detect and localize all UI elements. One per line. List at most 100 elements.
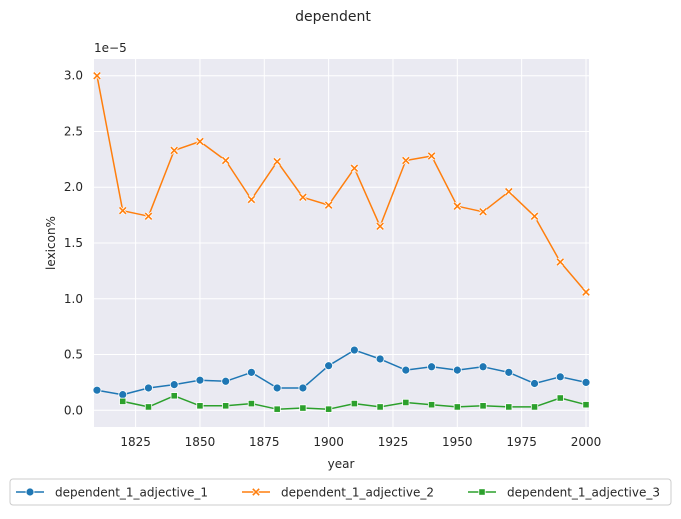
x-tick-label: 1850	[185, 435, 216, 449]
data-point	[401, 156, 411, 165]
marker-x-stroke	[93, 71, 101, 80]
x-tick-label: 1975	[506, 435, 537, 449]
y-tick-label: 3.0	[64, 69, 83, 83]
data-point	[479, 402, 487, 410]
data-point	[92, 71, 102, 81]
data-point	[555, 372, 565, 382]
x-tick-label: 1875	[249, 435, 280, 449]
data-point	[427, 151, 436, 161]
series-3	[119, 392, 590, 413]
data-point	[92, 385, 102, 395]
x-tick-label: 2000	[571, 435, 602, 449]
data-point	[144, 383, 153, 393]
data-point	[530, 211, 539, 221]
x-tick-label: 1900	[313, 435, 344, 449]
marker-x-stroke	[299, 193, 307, 202]
marker-x-stroke	[453, 202, 462, 210]
data-point	[530, 403, 539, 411]
y-tick-label: 0.0	[64, 403, 83, 417]
marker-x-stroke	[144, 212, 153, 221]
data-point	[350, 163, 359, 173]
data-point	[530, 379, 539, 388]
data-point	[118, 390, 128, 400]
data-point	[452, 201, 462, 211]
legend-item-1: dependent_1_adjective_1	[16, 486, 208, 500]
data-point	[196, 402, 204, 410]
chart-title: dependent	[295, 9, 371, 25]
data-point	[375, 221, 385, 231]
data-point	[247, 367, 256, 377]
data-point	[478, 207, 488, 217]
data-point	[349, 345, 359, 355]
series-2	[92, 71, 591, 297]
data-point	[247, 195, 256, 204]
marker-x-stroke	[118, 206, 127, 215]
series-1	[92, 345, 591, 400]
data-point	[452, 365, 462, 375]
marker-x-stroke	[505, 187, 513, 196]
data-point	[427, 362, 436, 372]
legend-marker	[25, 487, 35, 497]
data-point	[272, 383, 282, 393]
data-point	[144, 211, 153, 221]
data-point	[272, 157, 282, 166]
data-point	[350, 399, 358, 408]
data-point	[169, 380, 179, 390]
legend-marker	[478, 488, 486, 496]
marker-x-stroke	[530, 212, 539, 221]
marker-x-stroke	[376, 222, 384, 231]
data-point	[581, 287, 591, 297]
y-tick-label: 1.0	[64, 292, 83, 306]
legend-label: dependent_1_adjective_3	[507, 486, 660, 500]
data-point	[505, 403, 513, 411]
data-point	[427, 401, 436, 409]
data-point	[504, 187, 514, 197]
data-point	[299, 404, 307, 412]
marker-x-stroke	[170, 146, 178, 155]
data-point	[170, 392, 178, 400]
data-point	[247, 399, 256, 408]
legend-item-3: dependent_1_adjective_3	[468, 486, 660, 500]
data-point	[453, 403, 461, 411]
x-tick-label: 1950	[442, 435, 473, 449]
data-point	[504, 367, 514, 377]
marker-x-stroke	[273, 157, 281, 166]
data-point	[375, 354, 385, 364]
data-point	[324, 200, 333, 210]
data-point	[169, 146, 179, 155]
data-point	[325, 405, 333, 413]
marker-x-stroke	[556, 258, 565, 266]
y-axis-scale-label: 1e−5	[94, 41, 127, 55]
marker-x-stroke	[350, 164, 359, 173]
x-tick-label: 1925	[378, 435, 409, 449]
data-point	[376, 403, 384, 411]
data-point	[401, 365, 411, 375]
data-point	[118, 206, 128, 215]
data-point	[119, 397, 127, 405]
data-point	[221, 376, 231, 386]
marker-x-stroke	[252, 488, 260, 496]
grid	[94, 59, 589, 427]
series-layer	[92, 71, 591, 413]
y-tick-label: 2.5	[64, 124, 83, 138]
data-point	[402, 398, 410, 407]
x-axis-label: year	[328, 457, 355, 471]
data-point	[555, 257, 565, 267]
marker-x-stroke	[247, 195, 256, 204]
data-point	[581, 377, 591, 387]
data-point	[582, 401, 590, 409]
data-point	[221, 156, 231, 165]
data-point	[144, 403, 153, 411]
series-line	[96, 75, 587, 293]
marker-x-stroke	[402, 156, 410, 165]
data-point	[298, 192, 308, 202]
legend-label: dependent_1_adjective_2	[281, 486, 434, 500]
legend-marker	[251, 487, 261, 497]
y-axis-ticks: 0.0 0.5 1.0 1.5 2.0 2.5 3.0	[64, 69, 83, 418]
data-point	[222, 402, 230, 410]
x-axis-ticks: 1825 1850 1875 1900 1925 1950 1975 2000	[120, 435, 601, 449]
data-point	[195, 137, 205, 146]
marker-x-stroke	[221, 156, 230, 165]
marker-x-stroke	[479, 208, 487, 216]
